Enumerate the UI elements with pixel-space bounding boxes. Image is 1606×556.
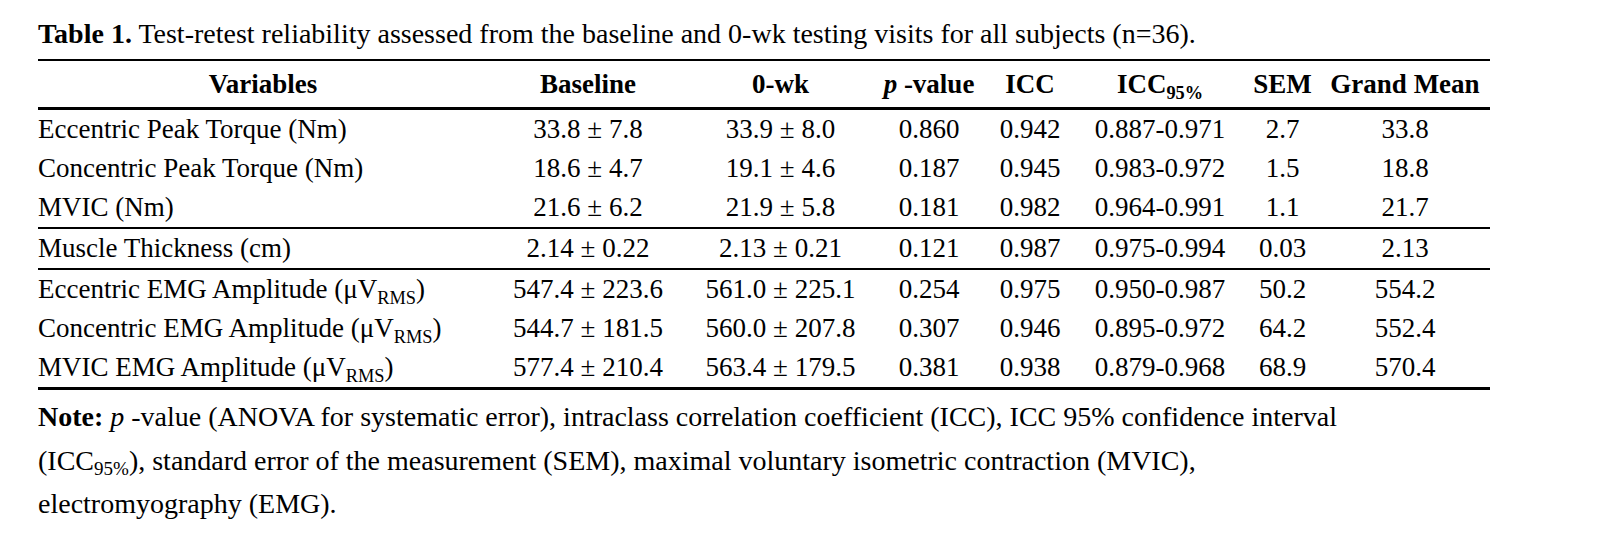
- variable-cell: Eccentric Peak Torque (Nm): [38, 109, 488, 150]
- value-cell: 2.13 ± 0.21: [688, 228, 873, 269]
- table-caption: Table 1. Test-retest reliability assesse…: [38, 16, 1490, 61]
- value-cell: 21.6 ± 6.2: [488, 188, 688, 228]
- column-header-icc95: ICC95%: [1075, 61, 1245, 109]
- table-note: Note: p -value (ANOVA for systematic err…: [38, 395, 1490, 524]
- value-cell: 561.0 ± 225.1: [688, 269, 873, 309]
- reliability-table: Variables Baseline 0-wk p -value ICC ICC…: [38, 61, 1490, 390]
- table-row: Muscle Thickness (cm)2.14 ± 0.222.13 ± 0…: [38, 228, 1490, 269]
- value-cell: 560.0 ± 207.8: [688, 309, 873, 348]
- value-cell: 21.7: [1320, 188, 1490, 228]
- value-cell: 547.4 ± 223.6: [488, 269, 688, 309]
- value-cell: 0.942: [985, 109, 1075, 150]
- note-line: electromyography (EMG).: [38, 482, 1490, 525]
- table-row: Concentric Peak Torque (Nm)18.6 ± 4.719.…: [38, 149, 1490, 188]
- value-cell: 0.03: [1245, 228, 1320, 269]
- value-cell: 1.1: [1245, 188, 1320, 228]
- value-cell: 0.945: [985, 149, 1075, 188]
- header-row: Variables Baseline 0-wk p -value ICC ICC…: [38, 61, 1490, 109]
- value-cell: 0.895-0.972: [1075, 309, 1245, 348]
- variable-cell: MVIC (Nm): [38, 188, 488, 228]
- value-cell: 0.975: [985, 269, 1075, 309]
- value-cell: 33.8 ± 7.8: [488, 109, 688, 150]
- table-row: Concentric EMG Amplitude (μVRMS)544.7 ± …: [38, 309, 1490, 348]
- value-cell: 570.4: [1320, 348, 1490, 389]
- value-cell: 18.8: [1320, 149, 1490, 188]
- value-cell: 64.2: [1245, 309, 1320, 348]
- table-figure: Table 1. Test-retest reliability assesse…: [0, 0, 1490, 525]
- value-cell: 33.8: [1320, 109, 1490, 150]
- value-cell: 0.187: [873, 149, 985, 188]
- column-header-sem: SEM: [1245, 61, 1320, 109]
- value-cell: 68.9: [1245, 348, 1320, 389]
- value-cell: 0.887-0.971: [1075, 109, 1245, 150]
- table-body: Eccentric Peak Torque (Nm)33.8 ± 7.833.9…: [38, 109, 1490, 389]
- value-cell: 1.5: [1245, 149, 1320, 188]
- variable-cell: Concentric Peak Torque (Nm): [38, 149, 488, 188]
- table-row: Eccentric EMG Amplitude (μVRMS)547.4 ± 2…: [38, 269, 1490, 309]
- variable-cell: Concentric EMG Amplitude (μVRMS): [38, 309, 488, 348]
- value-cell: 0.938: [985, 348, 1075, 389]
- column-header-pvalue: p -value: [873, 61, 985, 109]
- column-header-0wk: 0-wk: [688, 61, 873, 109]
- value-cell: 577.4 ± 210.4: [488, 348, 688, 389]
- value-cell: 0.860: [873, 109, 985, 150]
- column-header-baseline: Baseline: [488, 61, 688, 109]
- value-cell: 33.9 ± 8.0: [688, 109, 873, 150]
- value-cell: 0.946: [985, 309, 1075, 348]
- column-header-icc: ICC: [985, 61, 1075, 109]
- value-cell: 0.181: [873, 188, 985, 228]
- value-cell: 0.987: [985, 228, 1075, 269]
- value-cell: 0.983-0.972: [1075, 149, 1245, 188]
- value-cell: 2.7: [1245, 109, 1320, 150]
- value-cell: 19.1 ± 4.6: [688, 149, 873, 188]
- value-cell: 50.2: [1245, 269, 1320, 309]
- value-cell: 21.9 ± 5.8: [688, 188, 873, 228]
- value-cell: 0.975-0.994: [1075, 228, 1245, 269]
- value-cell: 0.950-0.987: [1075, 269, 1245, 309]
- table-row: Eccentric Peak Torque (Nm)33.8 ± 7.833.9…: [38, 109, 1490, 150]
- column-header-variables: Variables: [38, 61, 488, 109]
- table-row: MVIC (Nm)21.6 ± 6.221.9 ± 5.80.1810.9820…: [38, 188, 1490, 228]
- value-cell: 563.4 ± 179.5: [688, 348, 873, 389]
- value-cell: 544.7 ± 181.5: [488, 309, 688, 348]
- value-cell: 2.14 ± 0.22: [488, 228, 688, 269]
- value-cell: 0.254: [873, 269, 985, 309]
- table-row: MVIC EMG Amplitude (μVRMS)577.4 ± 210.45…: [38, 348, 1490, 389]
- value-cell: 0.879-0.968: [1075, 348, 1245, 389]
- variable-cell: Muscle Thickness (cm): [38, 228, 488, 269]
- note-line: Note: p -value (ANOVA for systematic err…: [38, 395, 1490, 438]
- value-cell: 0.121: [873, 228, 985, 269]
- value-cell: 0.964-0.991: [1075, 188, 1245, 228]
- value-cell: 18.6 ± 4.7: [488, 149, 688, 188]
- value-cell: 0.307: [873, 309, 985, 348]
- note-line: (ICC95%), standard error of the measurem…: [38, 439, 1490, 482]
- column-header-grand-mean: Grand Mean: [1320, 61, 1490, 109]
- value-cell: 0.381: [873, 348, 985, 389]
- variable-cell: Eccentric EMG Amplitude (μVRMS): [38, 269, 488, 309]
- variable-cell: MVIC EMG Amplitude (μVRMS): [38, 348, 488, 389]
- value-cell: 0.982: [985, 188, 1075, 228]
- value-cell: 554.2: [1320, 269, 1490, 309]
- value-cell: 552.4: [1320, 309, 1490, 348]
- value-cell: 2.13: [1320, 228, 1490, 269]
